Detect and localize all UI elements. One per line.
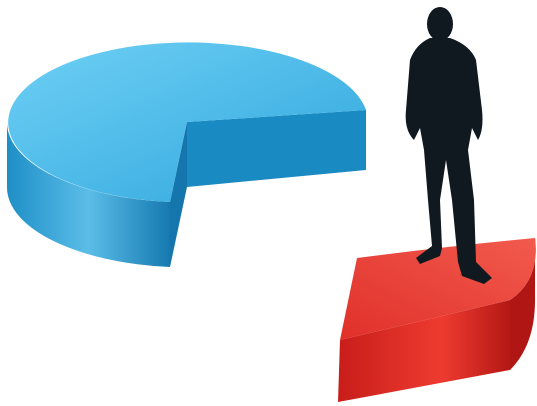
body <box>405 38 492 284</box>
red-slice-side <box>338 300 510 402</box>
blue-pie-top <box>8 42 367 202</box>
head <box>427 7 453 41</box>
person-silhouette <box>405 7 492 284</box>
blue-pie-cut-face <box>170 122 187 267</box>
blue-pie-side <box>6 122 171 267</box>
red-slice-top <box>340 238 536 340</box>
red-slice-side <box>510 238 536 370</box>
blue-pie <box>6 42 367 267</box>
blue-pie-cut-face <box>187 110 366 187</box>
red-slice <box>338 238 536 402</box>
